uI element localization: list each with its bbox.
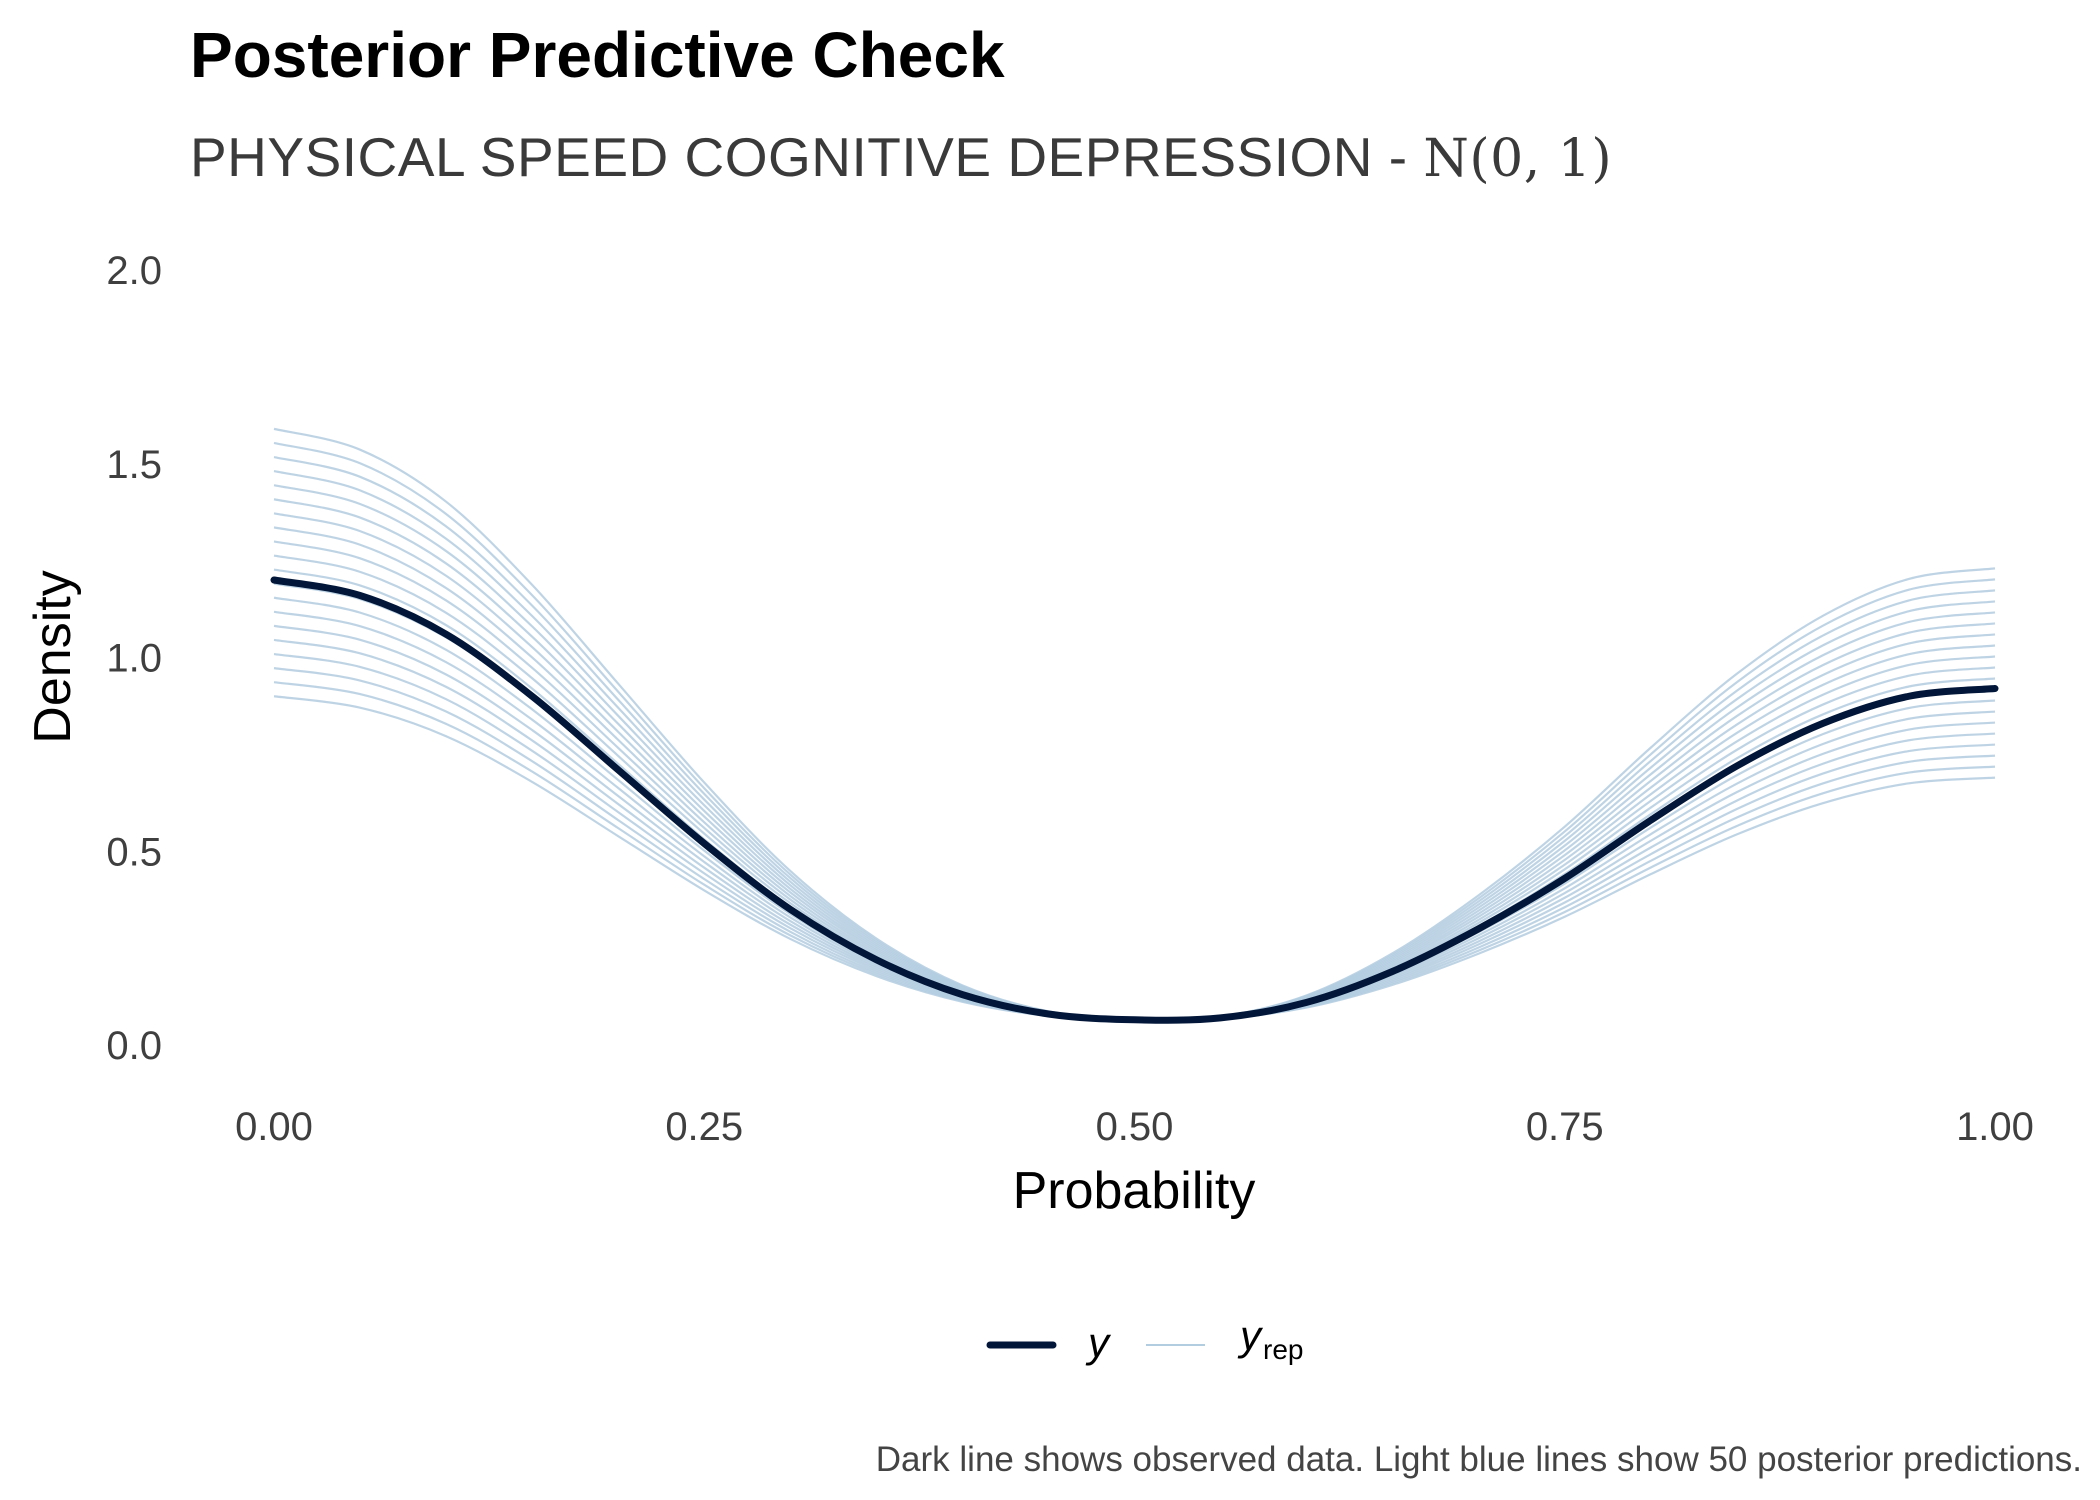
x-tick-label: 1.00	[1956, 1105, 2034, 1149]
replicate-line	[273, 695, 1996, 1022]
x-tick-label: 0.25	[665, 1105, 743, 1149]
x-tick-label: 0.00	[235, 1105, 313, 1149]
legend-label-y: y	[1085, 1319, 1112, 1366]
replicate-line	[273, 526, 1996, 1022]
x-axis-title: Probability	[1013, 1162, 1256, 1220]
subtitle-text: PHYSICAL SPEED COGNITIVE DEPRESSION -	[190, 126, 1424, 188]
observed-line	[270, 576, 1999, 1024]
y-tick-label: 0.0	[106, 1024, 162, 1068]
y-axis-title: Density	[24, 570, 82, 743]
chart-caption: Dark line shows observed data. Light blu…	[875, 1440, 2082, 1479]
replicate-line	[273, 427, 1996, 1021]
legend-label-yrep: y	[1237, 1312, 1264, 1359]
legend-label-yrep-subscript: rep	[1263, 1334, 1303, 1365]
replicate-line	[273, 582, 1996, 1022]
y-tick-label: 2.0	[106, 249, 162, 293]
y-tick-label: 0.5	[106, 830, 162, 874]
chart-subtitle: PHYSICAL SPEED COGNITIVE DEPRESSION - N(…	[190, 125, 1612, 189]
replicate-line	[273, 484, 1996, 1022]
y-tick-label: 1.0	[106, 637, 162, 681]
y-axis-ticks: 0.0 0.5 1.0 1.5 2.0	[106, 249, 162, 1068]
subtitle-distribution: N(0, 1)	[1423, 129, 1613, 189]
legend: y y rep	[986, 1312, 1303, 1366]
observed-line-group	[270, 576, 1999, 1024]
chart-title: Posterior Predictive Check	[190, 19, 1005, 91]
replicate-line	[273, 470, 1996, 1022]
replicate-lines	[273, 427, 1996, 1022]
replicate-line	[273, 441, 1996, 1022]
x-tick-label: 0.50	[1096, 1105, 1174, 1149]
x-tick-label: 0.75	[1526, 1105, 1604, 1149]
x-axis-ticks: 0.00 0.25 0.50 0.75 1.00	[235, 1105, 2034, 1149]
replicate-line	[273, 455, 1996, 1021]
y-tick-label: 1.5	[106, 443, 162, 487]
